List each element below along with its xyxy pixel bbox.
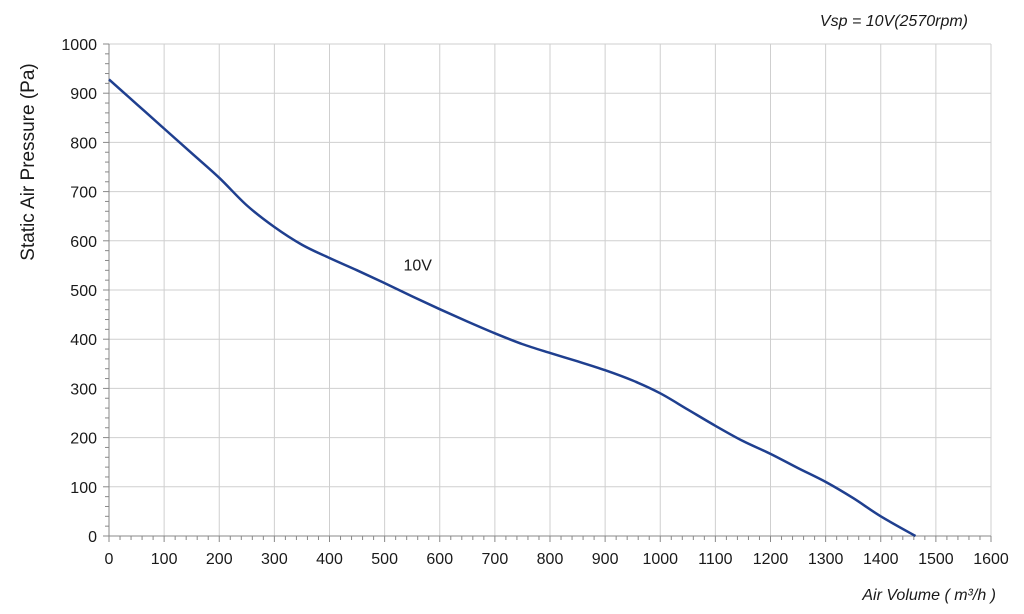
x-axis-title: Air Volume ( m³/h ) (861, 587, 996, 604)
x-tick-label: 1000 (642, 551, 678, 568)
series-label: 10V (403, 257, 432, 274)
x-tick-label: 1200 (753, 551, 789, 568)
series-line-10v (108, 78, 917, 538)
y-tick-labels: 0 100 200 300 400 500 600 700 800 900 1000 (61, 37, 97, 546)
grid-lines (109, 43, 992, 536)
x-tick-label: 900 (592, 551, 619, 568)
y-tick-label: 200 (70, 431, 97, 448)
x-tick-labels: 0 100 200 300 400 500 600 700 800 900 1000 1100 1200… (105, 551, 1009, 568)
y-tick-label: 400 (70, 332, 97, 349)
minor-ticks (103, 43, 992, 542)
x-tick-label: 600 (426, 551, 453, 568)
x-tick-label: 1600 (973, 551, 1009, 568)
x-tick-label: 1500 (918, 551, 954, 568)
x-tick-label: 300 (261, 551, 288, 568)
y-tick-label: 1000 (61, 37, 97, 54)
x-tick-label: 100 (151, 551, 178, 568)
y-tick-label: 300 (70, 381, 97, 398)
y-tick-label: 500 (70, 283, 97, 300)
x-tick-label: 1100 (698, 551, 733, 568)
x-tick-label: 400 (316, 551, 343, 568)
x-tick-label: 1300 (808, 551, 844, 568)
x-tick-label: 700 (482, 551, 509, 568)
x-tick-label: 500 (371, 551, 398, 568)
y-axis-title: Static Air Pressure (Pa) (18, 63, 39, 260)
y-tick-label: 900 (70, 86, 97, 103)
x-tick-label: 200 (206, 551, 233, 568)
speed-annotation: Vsp = 10V(2570rpm) (820, 13, 968, 30)
y-tick-label: 600 (70, 234, 97, 251)
x-tick-label: 800 (537, 551, 564, 568)
y-tick-label: 800 (70, 135, 97, 152)
y-tick-label: 100 (70, 480, 97, 497)
y-tick-label: 700 (70, 185, 97, 202)
y-tick-label: 0 (88, 529, 97, 546)
series-layer: 10V (108, 78, 917, 538)
x-tick-label: 1400 (863, 551, 899, 568)
x-tick-label: 0 (105, 551, 114, 568)
